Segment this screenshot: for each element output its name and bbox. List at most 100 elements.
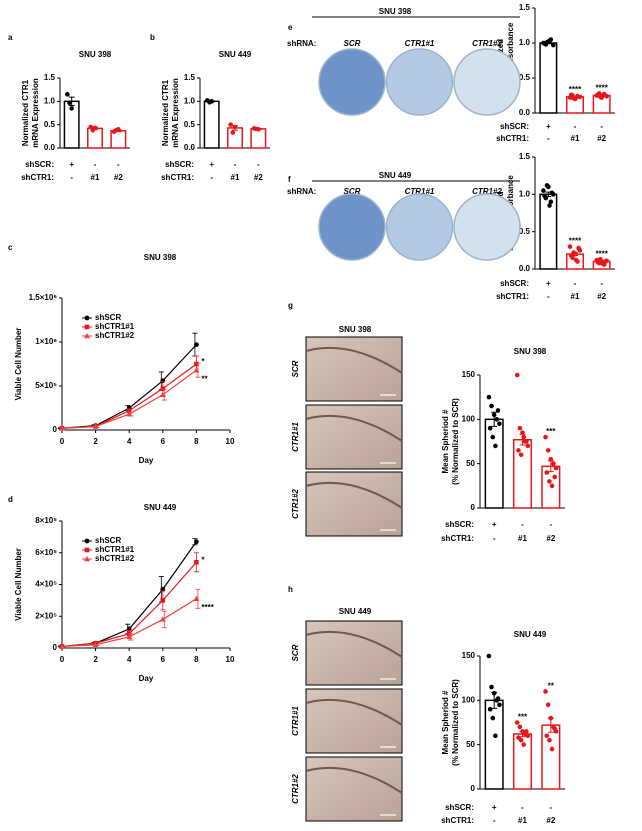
data-point <box>517 425 523 431</box>
group-label: - <box>547 134 550 143</box>
marker <box>160 386 166 391</box>
error-bar <box>519 730 526 738</box>
data-point <box>520 430 525 435</box>
group-name: shSCR: <box>500 279 529 288</box>
y-tick-label: 0 <box>471 784 476 793</box>
culture-dish <box>385 193 454 261</box>
dish-rim <box>305 414 403 442</box>
data-point <box>490 434 496 440</box>
group-label: - <box>257 160 260 169</box>
group-name: shSCR: <box>500 122 529 131</box>
error-bar <box>547 717 554 733</box>
group-label: - <box>600 279 603 288</box>
marker <box>59 425 65 431</box>
y-axis-label: Normalized CTR1 <box>21 79 30 146</box>
dish-rim <box>305 698 403 726</box>
image-label: CTR1#1 <box>291 706 300 736</box>
data-point <box>487 706 493 712</box>
data-point <box>543 689 548 694</box>
y-tick-label: 0 <box>53 643 58 652</box>
data-point <box>525 733 531 739</box>
data-point <box>548 456 554 462</box>
image-label: SCR <box>344 39 361 48</box>
significance: * <box>201 555 205 564</box>
marker <box>84 538 90 544</box>
y-axis-label: mRNA Expression <box>171 78 180 148</box>
data-point <box>549 746 555 752</box>
group-name: shCTR1: <box>21 173 54 182</box>
group-name: shCTR1: <box>161 173 194 182</box>
x-tick-label: 0 <box>60 437 65 446</box>
data-point <box>551 461 556 466</box>
data-point <box>495 408 501 413</box>
marker <box>194 539 199 545</box>
y-tick-label: 150 <box>462 651 476 660</box>
marker <box>84 324 90 330</box>
group-name: shCTR1: <box>496 292 529 301</box>
marker <box>126 408 132 413</box>
dish-rim <box>305 481 403 509</box>
group-name: shCTR1: <box>496 134 529 143</box>
data-point <box>553 465 559 471</box>
row-label: shRNA: <box>287 39 316 48</box>
data-point <box>547 479 552 484</box>
significance: *** <box>518 713 528 722</box>
data-point <box>552 726 557 732</box>
dish-rim <box>305 346 403 374</box>
y-tick-label: 0.5 <box>44 120 56 129</box>
group-label: #2 <box>114 173 123 182</box>
data-point <box>545 448 551 453</box>
group-label: + <box>546 279 551 288</box>
data-point <box>525 443 531 449</box>
data-point <box>514 372 520 378</box>
spheroid-photo <box>305 336 403 402</box>
group-label: + <box>546 122 551 131</box>
group-label: - <box>493 816 496 825</box>
group-label: #1 <box>571 134 580 143</box>
data-point <box>552 474 557 480</box>
y-tick-label: 1×10⁶ <box>35 337 57 346</box>
chart-title: SNU 449 <box>144 503 177 512</box>
group-label: #1 <box>231 173 240 182</box>
row-label: shRNA: <box>287 187 316 196</box>
x-axis-label: Day <box>139 674 154 683</box>
x-tick-label: 8 <box>194 437 199 446</box>
marker <box>126 633 133 640</box>
culture-dish <box>453 48 521 116</box>
marker <box>160 598 166 603</box>
y-tick-label: 0.0 <box>519 264 531 273</box>
error-bar <box>572 95 578 99</box>
spheroid-photo <box>305 688 403 754</box>
image-title: SNU 449 <box>379 171 412 180</box>
data-point <box>544 733 550 739</box>
image-label: SCR <box>344 187 361 196</box>
chart-title: SNU 398 <box>514 347 547 356</box>
group-label: #2 <box>597 292 606 301</box>
group-label: + <box>69 160 74 169</box>
data-point <box>542 193 547 199</box>
group-name: shCTR1: <box>441 816 474 825</box>
error-bar <box>255 127 262 130</box>
chart-title: SNU 398 <box>79 50 112 59</box>
group-label: #2 <box>254 173 263 182</box>
y-tick-label: 0.0 <box>184 143 196 152</box>
y-tick-label: 1.5×10⁶ <box>29 293 58 302</box>
error-bar <box>92 126 98 131</box>
significance: ** <box>201 374 208 383</box>
group-name: shSCR: <box>445 803 474 812</box>
data-point <box>603 259 608 264</box>
spheroid-photo <box>305 404 403 470</box>
error-bar <box>68 96 75 107</box>
data-point <box>548 199 554 205</box>
panel-letter: b <box>150 33 155 42</box>
image-label: CTR1#1 <box>405 39 435 48</box>
y-tick-label: 1.0 <box>519 189 531 198</box>
y-tick-label: 0 <box>471 503 476 512</box>
group-label: #2 <box>546 816 555 825</box>
data-point <box>490 715 496 721</box>
group-label: #1 <box>518 816 527 825</box>
error-bar <box>545 41 552 45</box>
data-point <box>487 425 493 431</box>
image-label: CTR1#1 <box>405 187 435 196</box>
image-label: SCR <box>291 360 300 377</box>
